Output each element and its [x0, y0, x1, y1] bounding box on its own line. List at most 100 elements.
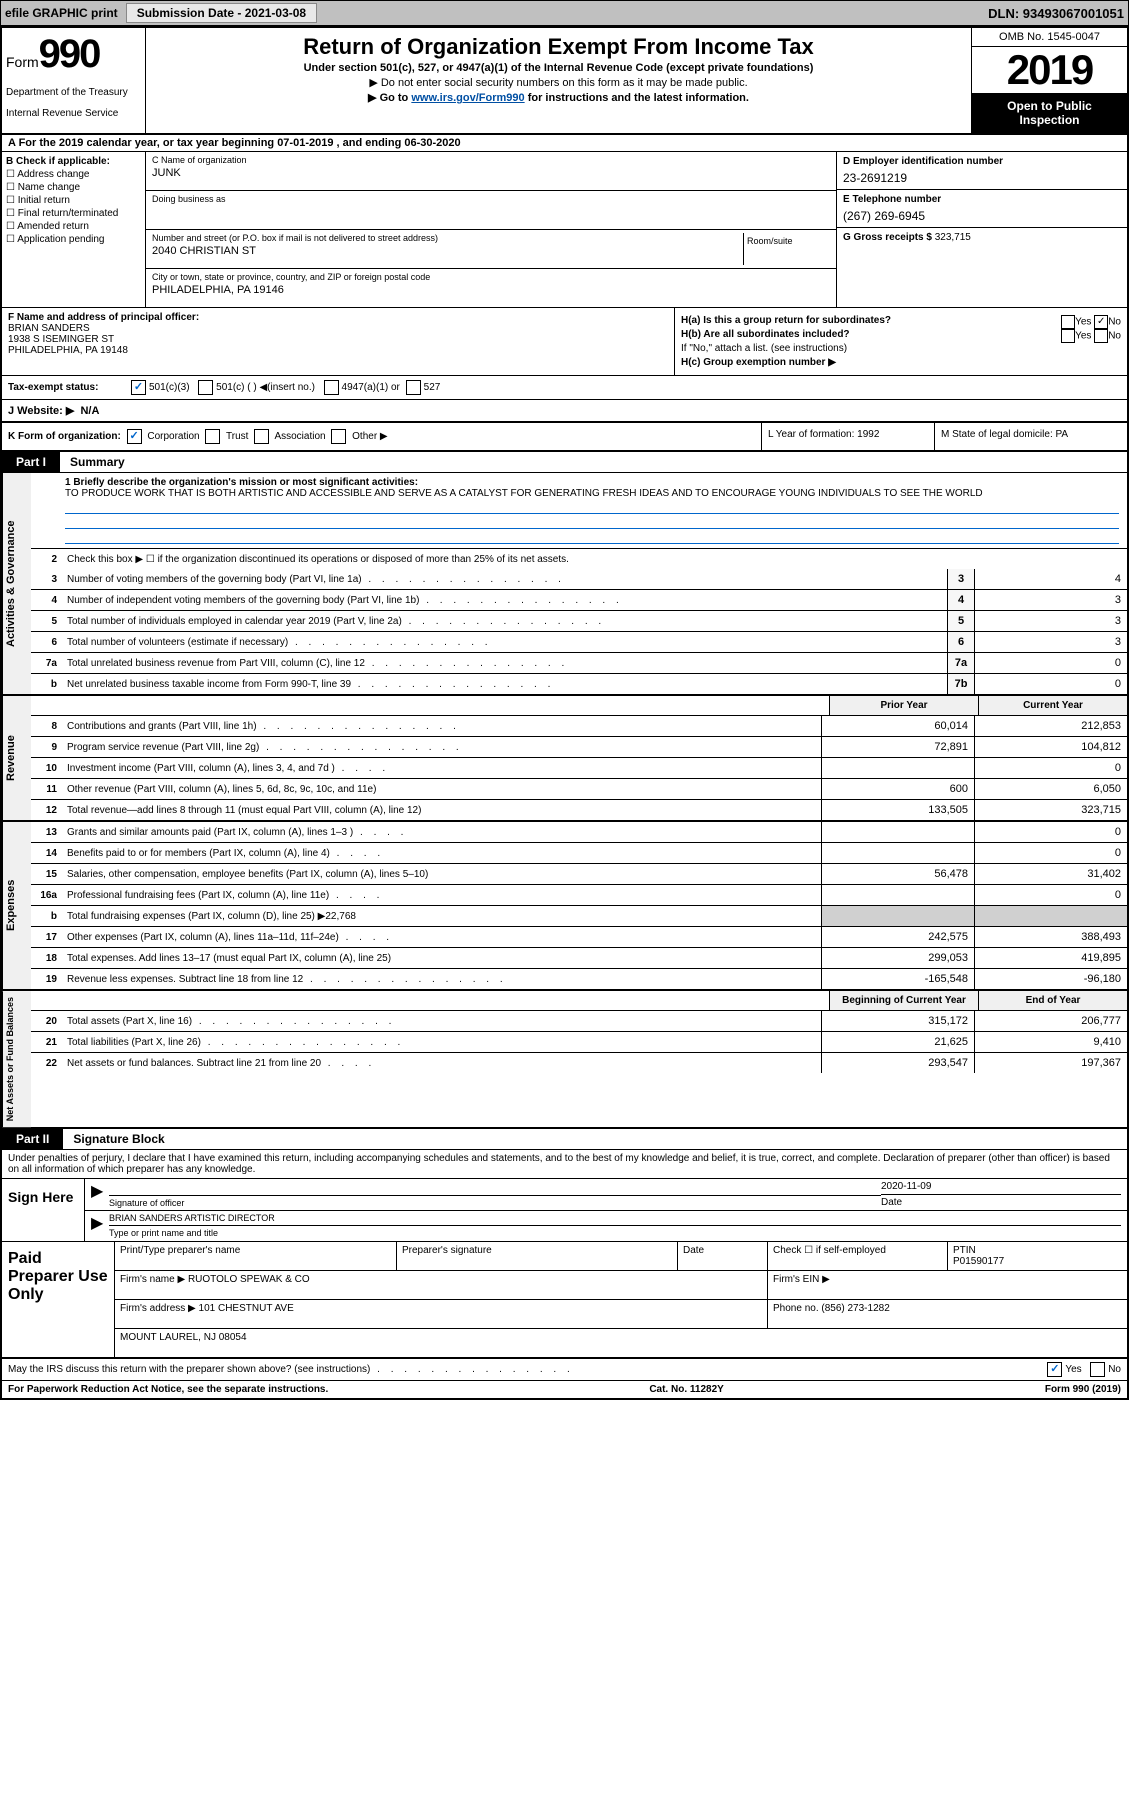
cb-527[interactable] [406, 380, 421, 395]
line-13: 13Grants and similar amounts paid (Part … [31, 822, 1127, 843]
irs-link[interactable]: www.irs.gov/Form990 [411, 92, 524, 104]
cb-trust[interactable] [205, 429, 220, 444]
cb-address-change[interactable]: ☐ Address change [6, 169, 141, 180]
line-18: 18Total expenses. Add lines 13–17 (must … [31, 948, 1127, 969]
l12-text: Total revenue—add lines 8 through 11 (mu… [63, 802, 821, 819]
cb-final-return[interactable]: ☐ Final return/terminated [6, 208, 141, 219]
cb-name-change[interactable]: ☐ Name change [6, 182, 141, 193]
firm-phone-cell: Phone no. (856) 273-1282 [767, 1300, 1127, 1329]
c8: 212,853 [974, 716, 1127, 736]
gross-value: 323,715 [935, 232, 971, 243]
line4-text: Number of independent voting members of … [63, 592, 947, 609]
form-title: Return of Organization Exempt From Incom… [150, 34, 967, 60]
line-11: 11Other revenue (Part VIII, column (A), … [31, 779, 1127, 800]
city-state-zip: PHILADELPHIA, PA 19146 [152, 284, 830, 296]
p10 [821, 758, 974, 778]
org-name: JUNK [152, 167, 830, 179]
hb-no-box[interactable] [1094, 329, 1108, 343]
ha-text: H(a) Is this a group return for subordin… [681, 315, 891, 326]
website-value: N/A [80, 405, 99, 417]
cb-amended[interactable]: ☐ Amended return [6, 221, 141, 232]
line5-text: Total number of individuals employed in … [63, 613, 947, 630]
discuss-no-box[interactable] [1090, 1362, 1105, 1377]
discuss-row: May the IRS discuss this return with the… [2, 1359, 1127, 1381]
cb-501c3[interactable]: ✓ [131, 380, 146, 395]
c16a: 0 [974, 885, 1127, 905]
cb-4947[interactable] [324, 380, 339, 395]
footer-mid: Cat. No. 11282Y [649, 1384, 723, 1395]
l8-text: Contributions and grants (Part VIII, lin… [63, 718, 821, 735]
hc-text: H(c) Group exemption number ▶ [681, 357, 836, 368]
b-o6: Application pending [17, 234, 104, 245]
city-label: City or town, state or province, country… [152, 272, 830, 282]
ein-cell: D Employer identification number 23-2691… [837, 152, 1127, 190]
line-6: 6 Total number of volunteers (estimate i… [31, 632, 1127, 653]
c16b-grey [974, 906, 1127, 926]
fh-row: F Name and address of principal officer:… [2, 308, 1127, 376]
paid-preparer-section: Paid Preparer Use Only Print/Type prepar… [2, 1242, 1127, 1359]
form-prefix: Form [6, 54, 39, 70]
i-label: Tax-exempt status: [8, 382, 98, 393]
val-3: 4 [974, 569, 1127, 589]
val-5: 3 [974, 611, 1127, 631]
l19-text: Revenue less expenses. Subtract line 18 … [63, 971, 821, 988]
ptin-label: PTIN [953, 1245, 976, 1256]
ha-yes-box[interactable] [1061, 315, 1075, 329]
sign-here-label: Sign Here [2, 1179, 85, 1241]
section-K: K Form of organization: ✓ Corporation Tr… [2, 423, 762, 450]
line-17: 17Other expenses (Part IX, column (A), l… [31, 927, 1127, 948]
street-address: 2040 CHRISTIAN ST [152, 245, 743, 257]
top-toolbar: efile GRAPHIC print Submission Date - 20… [0, 0, 1129, 26]
activities-governance: Activities & Governance 1 Briefly descri… [2, 473, 1127, 696]
signature-section: Under penalties of perjury, I declare th… [2, 1150, 1127, 1242]
sig-officer-label: Signature of officer [109, 1195, 881, 1208]
part1-title: Summary [60, 455, 125, 469]
submission-label: Submission Date - [137, 6, 245, 20]
prep-name-hdr: Print/Type preparer's name [115, 1242, 396, 1271]
phone-label: E Telephone number [843, 194, 1121, 205]
k-o4: Other ▶ [352, 431, 387, 442]
org-name-cell: C Name of organization JUNK [146, 152, 836, 191]
paid-preparer-label: Paid Preparer Use Only [2, 1242, 115, 1357]
instructions-note: ▶ Go to www.irs.gov/Form990 for instruct… [150, 91, 967, 104]
cb-other[interactable] [331, 429, 346, 444]
hb-yes-box[interactable] [1061, 329, 1075, 343]
phone-cell: E Telephone number (267) 269-6945 [837, 190, 1127, 228]
header-left: Form990 Department of the Treasury Inter… [2, 28, 146, 133]
cb-corporation[interactable]: ✓ [127, 429, 142, 444]
footer-row: For Paperwork Reduction Act Notice, see … [2, 1381, 1127, 1398]
sig-name-label: Type or print name and title [109, 1225, 1121, 1238]
rule1 [65, 499, 1119, 514]
firm-phone: (856) 273-1282 [821, 1303, 889, 1314]
efile-label: efile GRAPHIC print [5, 6, 118, 20]
ha-no-box[interactable]: ✓ [1094, 315, 1108, 329]
hdr-current: Current Year [978, 696, 1127, 715]
section-H: H(a) Is this a group return for subordin… [675, 308, 1127, 375]
line-10: 10Investment income (Part VIII, column (… [31, 758, 1127, 779]
discuss-yes: Yes [1065, 1364, 1081, 1375]
cb-initial-return[interactable]: ☐ Initial return [6, 195, 141, 206]
cb-501c[interactable] [198, 380, 213, 395]
firm-addr-cell: Firm's address ▶ 101 CHESTNUT AVE [115, 1300, 767, 1329]
officer-name: BRIAN SANDERS [8, 323, 90, 334]
officer-label: F Name and address of principal officer: [8, 312, 199, 323]
sig-arrow2: ▶ [91, 1213, 109, 1239]
b-o4: Final return/terminated [18, 208, 119, 219]
rule2 [65, 514, 1119, 529]
tax-exempt-row: Tax-exempt status: ✓ 501(c)(3) 501(c) ( … [2, 376, 1127, 400]
cb-association[interactable] [254, 429, 269, 444]
part1-tab: Part I [2, 452, 60, 472]
b-header: B Check if applicable: [6, 156, 110, 167]
hdr-end: End of Year [978, 991, 1127, 1010]
rev-headers: Prior Year Current Year [31, 696, 1127, 716]
discuss-yes-box[interactable]: ✓ [1047, 1362, 1062, 1377]
submission-date-button[interactable]: Submission Date - 2021-03-08 [126, 3, 317, 23]
form-header: Form990 Department of the Treasury Inter… [2, 28, 1127, 135]
klm-row: K Form of organization: ✓ Corporation Tr… [2, 423, 1127, 452]
sig-name-field: BRIAN SANDERS ARTISTIC DIRECTOR Type or … [109, 1213, 1121, 1239]
p8: 60,014 [821, 716, 974, 736]
header-right: OMB No. 1545-0047 2019 Open to Public In… [971, 28, 1127, 133]
cb-application-pending[interactable]: ☐ Application pending [6, 234, 141, 245]
section-F: F Name and address of principal officer:… [2, 308, 675, 375]
l21-text: Total liabilities (Part X, line 26) [63, 1034, 821, 1051]
